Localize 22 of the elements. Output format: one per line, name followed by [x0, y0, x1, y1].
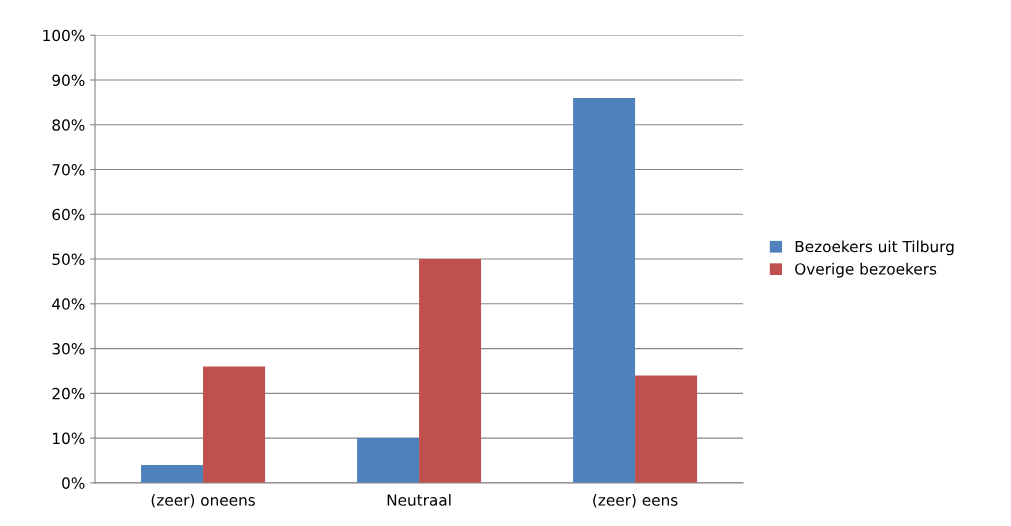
- bar: [573, 97, 636, 483]
- legend-label: Overige bezoekers: [795, 262, 937, 278]
- y-tick-label: 10%: [53, 432, 85, 445]
- y-tick-label: 60%: [52, 208, 85, 221]
- y-tick-label: 0%: [62, 477, 85, 489]
- y-tick-label: 40%: [52, 298, 85, 310]
- y-tick-label: 90%: [52, 74, 85, 87]
- y-tick-label: 100%: [43, 29, 85, 42]
- y-tick-label: 30%: [52, 343, 85, 355]
- y-tick-label: 50%: [52, 253, 85, 266]
- bar: [141, 464, 204, 483]
- bar: [357, 438, 420, 483]
- x-tick-label: (zeer) eens: [593, 494, 678, 508]
- legend-label: Bezoekers uit Tilburg: [795, 240, 954, 256]
- x-tick-label: Neutraal: [387, 493, 451, 506]
- bar: [203, 366, 266, 483]
- y-tick-label: 20%: [52, 387, 85, 400]
- x-tick-label: (zeer) oneens: [151, 494, 255, 508]
- bar: [419, 259, 482, 483]
- bar: [635, 375, 698, 483]
- y-tick-label: 70%: [52, 164, 85, 176]
- y-tick-label: 80%: [52, 119, 85, 131]
